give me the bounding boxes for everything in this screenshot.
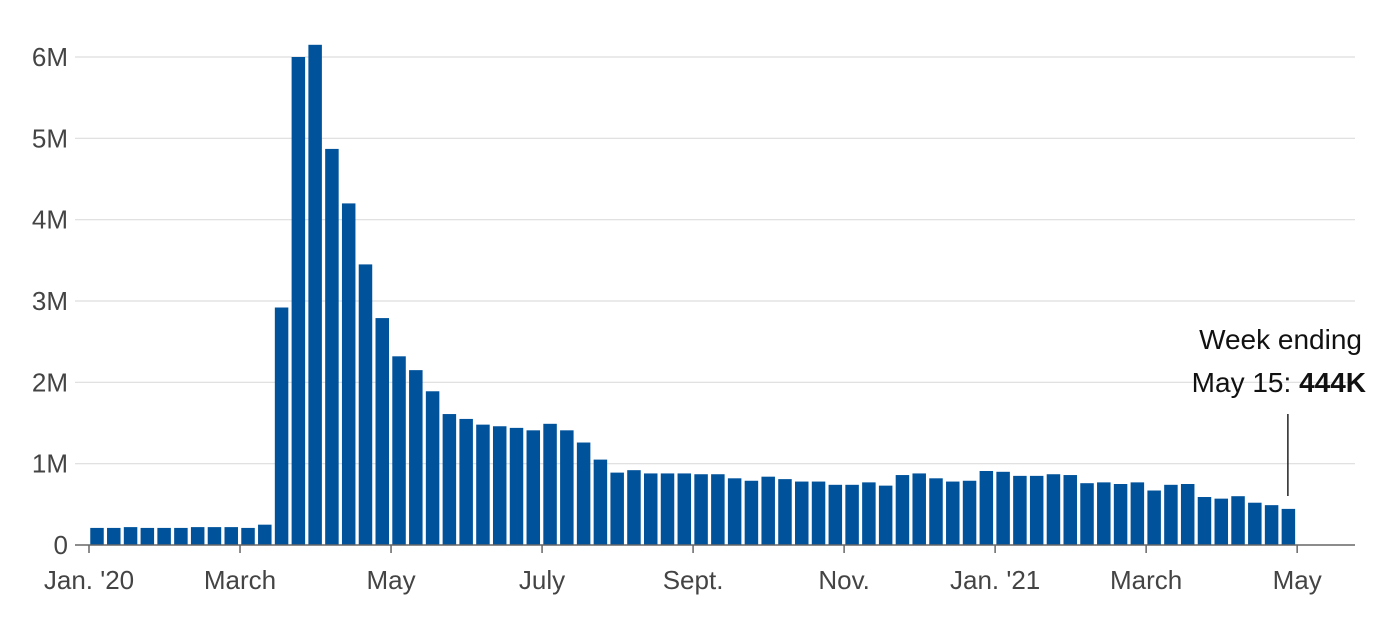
bar <box>1029 475 1044 545</box>
y-tick-label: 6M <box>32 42 68 72</box>
x-tick-label: Nov. <box>818 565 870 595</box>
bar <box>744 480 759 545</box>
bar <box>526 430 541 545</box>
bar <box>341 203 356 545</box>
bar <box>593 459 608 545</box>
bar <box>274 307 289 545</box>
y-tick-label: 2M <box>32 367 68 397</box>
bar <box>425 391 440 545</box>
bar <box>660 473 675 545</box>
bar <box>1197 497 1212 545</box>
x-tick-label: May <box>1273 565 1322 595</box>
y-tick-label: 4M <box>32 205 68 235</box>
bar <box>1063 475 1077 545</box>
bar <box>358 264 373 545</box>
annotation-line-2: May 15: 444K <box>1192 367 1366 398</box>
bar <box>828 484 843 545</box>
bar <box>1097 482 1111 545</box>
bar <box>878 485 893 545</box>
bar <box>946 481 960 545</box>
bar <box>1264 505 1279 545</box>
bar <box>258 524 272 545</box>
annotation-date: May 15: <box>1192 367 1299 398</box>
bar <box>727 478 742 545</box>
annotation-value: 444K <box>1299 367 1366 398</box>
bar <box>1281 508 1296 545</box>
y-tick-label: 0 <box>54 530 68 560</box>
bar <box>409 370 423 545</box>
x-axis-ticks: Jan. '20 March May July Sept. Nov. Jan. '21 Mar… <box>44 545 1322 595</box>
bar <box>442 414 457 545</box>
x-tick-label: March <box>204 565 276 595</box>
bar <box>560 430 574 545</box>
bar <box>1147 490 1161 545</box>
bar <box>845 484 859 545</box>
bar <box>677 473 692 545</box>
x-tick-label: March <box>1110 565 1182 595</box>
bar <box>895 475 910 545</box>
bar <box>962 480 977 545</box>
bar <box>795 481 809 545</box>
bar <box>476 424 490 545</box>
bar <box>761 476 775 545</box>
bar <box>190 527 205 545</box>
y-tick-label: 1M <box>32 449 68 479</box>
bar <box>1231 496 1245 545</box>
x-tick-label: Jan. '20 <box>44 565 134 595</box>
bar <box>1046 474 1061 545</box>
bar <box>1180 484 1195 545</box>
bar <box>862 482 876 545</box>
x-tick-label: Sept. <box>663 565 724 595</box>
bar <box>392 356 406 545</box>
bar <box>291 57 306 545</box>
bar <box>174 527 188 545</box>
bar <box>811 481 826 545</box>
y-axis-ticks: 0 1M 2M 3M 4M 5M 6M <box>32 42 68 560</box>
bar <box>1113 484 1128 545</box>
bar <box>912 473 926 545</box>
bar <box>576 442 591 545</box>
bar <box>308 44 322 546</box>
grid-lines <box>75 56 1355 465</box>
bar <box>694 474 708 545</box>
bar <box>140 527 155 545</box>
x-tick-label: Jan. '21 <box>950 565 1040 595</box>
bar <box>778 479 792 545</box>
bar <box>610 472 624 545</box>
bar <box>241 527 255 545</box>
bar <box>207 527 222 545</box>
bar <box>157 527 171 545</box>
bar <box>107 527 121 545</box>
bar <box>90 527 104 545</box>
bar <box>1130 482 1145 545</box>
annotation-line-1: Week ending <box>1199 324 1362 355</box>
y-tick-label: 5M <box>32 123 68 153</box>
bar <box>459 418 473 545</box>
bar <box>492 426 507 545</box>
y-tick-label: 3M <box>32 286 68 316</box>
x-tick-label: May <box>366 565 415 595</box>
bar <box>1214 498 1229 545</box>
bar <box>1013 475 1027 545</box>
bar <box>643 473 658 545</box>
bar <box>1248 502 1262 545</box>
bar <box>123 527 138 545</box>
bar <box>929 478 943 545</box>
bar <box>325 148 339 545</box>
bar <box>996 471 1010 545</box>
bar <box>509 427 524 545</box>
bar <box>375 318 390 545</box>
bar <box>1080 483 1094 545</box>
annotation: Week ending May 15: 444K <box>1192 324 1366 496</box>
bar <box>979 470 994 545</box>
x-tick-label: July <box>519 565 565 595</box>
bar <box>627 470 641 545</box>
bars <box>90 44 1296 546</box>
bar <box>711 474 725 545</box>
bar <box>543 423 557 545</box>
bar <box>1164 484 1178 545</box>
bar <box>224 527 238 545</box>
